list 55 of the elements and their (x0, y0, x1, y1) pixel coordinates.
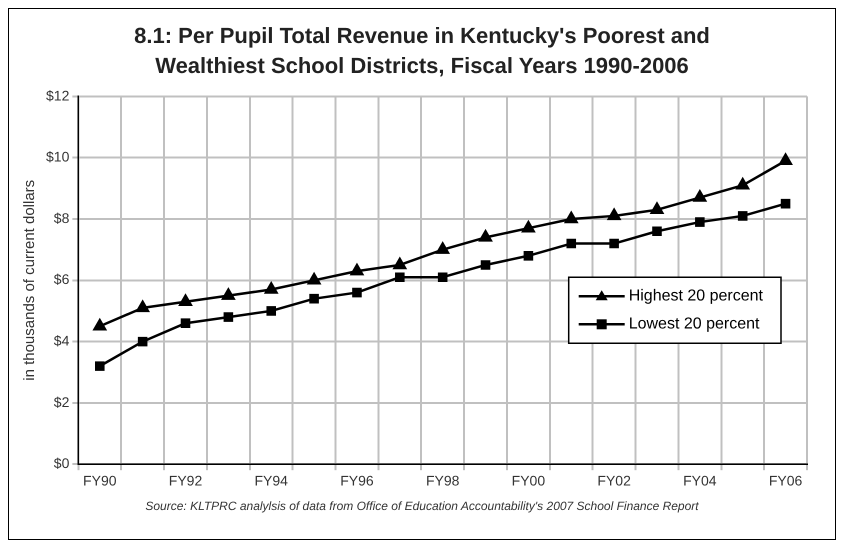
point (736, 178, 750, 190)
point (224, 312, 234, 322)
x-tick-label: FY06 (768, 472, 803, 488)
point (309, 294, 319, 304)
point (95, 361, 105, 371)
point (352, 288, 362, 298)
point (136, 300, 150, 312)
point (138, 336, 148, 346)
legend-label: Highest 20 percent (628, 288, 764, 305)
y-tick-label: $6 (54, 271, 70, 288)
x-tick-label: FY96 (340, 472, 374, 488)
point (652, 226, 662, 236)
x-tick-label: FY94 (254, 472, 288, 488)
point (308, 273, 321, 285)
x-tick-label: FY00 (512, 472, 546, 488)
y-tick-label: $12 (46, 87, 70, 104)
point (438, 272, 448, 282)
point (350, 264, 364, 276)
x-tick-label: FY92 (168, 472, 202, 488)
x-tick-label: FY98 (426, 472, 460, 488)
y-tick-label: $4 (54, 332, 70, 348)
point (566, 238, 576, 248)
point (650, 202, 664, 214)
point (479, 230, 492, 242)
point (264, 282, 278, 294)
point (524, 250, 534, 261)
point (266, 306, 276, 316)
point (436, 242, 450, 254)
legend-label: Lowest 20 percent (628, 316, 760, 333)
point (695, 217, 705, 227)
point (609, 238, 619, 248)
source-note: Source: KLTPRC analylsis of data from Office of Education Accountability's 2007 School Finance Report (145, 499, 699, 513)
y-axis-title: in thousands of current dollars (21, 180, 38, 381)
point (395, 272, 405, 282)
chart-title: 8.1: Per Pupil Total Revenue in Kentucky's Poorest and Wealthiest School Districts, Fiscal Years 1990-2006 (133, 22, 711, 80)
point (608, 208, 621, 220)
point (393, 258, 406, 270)
point (179, 294, 192, 306)
x-tick-label: FY90 (83, 472, 117, 488)
point (480, 260, 490, 270)
point (738, 211, 748, 221)
point (180, 318, 190, 328)
point (779, 154, 792, 166)
y-tick-label: $2 (54, 394, 70, 410)
point (780, 198, 790, 208)
y-tick-label: $0 (54, 455, 70, 472)
y-tick-label: $8 (54, 210, 70, 226)
x-tick-label: FY02 (597, 472, 632, 488)
point (693, 190, 706, 202)
point (93, 319, 106, 331)
x-tick-label: FY04 (683, 472, 717, 488)
y-tick-label: $10 (46, 148, 70, 165)
point (564, 212, 578, 224)
point (522, 220, 535, 232)
point (222, 288, 235, 300)
